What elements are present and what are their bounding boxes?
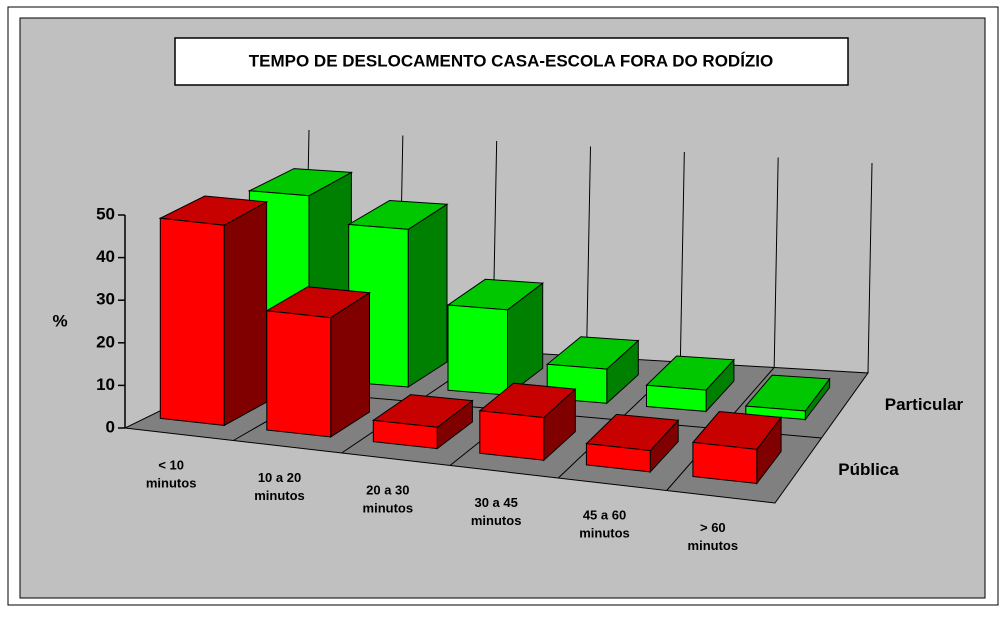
x-tick-label: > 60 minutos bbox=[688, 520, 739, 553]
x-tick-label: < 10 minutos bbox=[146, 458, 197, 491]
x-tick-label-line: minutos bbox=[146, 476, 197, 491]
x-tick-label: 45 a 60 minutos bbox=[579, 508, 630, 541]
bar bbox=[447, 304, 508, 396]
bar bbox=[266, 310, 332, 438]
x-tick-label: 20 a 30 minutos bbox=[363, 483, 414, 516]
y-tick-label: 50 bbox=[96, 204, 115, 223]
bar bbox=[692, 441, 758, 485]
x-tick-label: 10 a 20 minutos bbox=[254, 470, 305, 503]
x-tick-label-line: > 60 bbox=[700, 520, 726, 535]
x-tick-label-line: minutos bbox=[471, 513, 522, 528]
back-wall-line bbox=[867, 162, 873, 374]
x-tick-label-line: 20 a 30 bbox=[366, 483, 409, 498]
x-tick-label: 30 a 45 minutos bbox=[471, 495, 522, 528]
back-wall-line bbox=[679, 151, 685, 363]
x-tick-label-line: minutos bbox=[579, 526, 630, 541]
x-tick-label-line: 30 a 45 bbox=[474, 495, 517, 510]
x-tick-label-line: minutos bbox=[363, 501, 414, 516]
y-axis-label: % bbox=[52, 311, 67, 330]
y-tick-label: 30 bbox=[96, 290, 115, 309]
y-tick-label: 0 bbox=[106, 417, 115, 436]
y-tick-label: 20 bbox=[96, 332, 115, 351]
x-tick-label-line: minutos bbox=[254, 488, 305, 503]
legend-label: Pública bbox=[838, 460, 899, 479]
x-tick-label-line: 45 a 60 bbox=[583, 508, 626, 523]
x-tick-label-line: 10 a 20 bbox=[258, 470, 301, 485]
legend-label: Particular bbox=[885, 395, 964, 414]
y-tick-label: 10 bbox=[96, 375, 115, 394]
back-wall-line bbox=[773, 157, 779, 368]
bar bbox=[159, 217, 225, 426]
bar bbox=[745, 405, 806, 421]
back-wall-line bbox=[586, 146, 591, 357]
bar bbox=[585, 443, 651, 473]
y-tick-label: 40 bbox=[96, 247, 115, 266]
bar bbox=[479, 410, 545, 461]
bar bbox=[372, 419, 438, 450]
chart-title: TEMPO DE DESLOCAMENTO CASA-ESCOLA FORA D… bbox=[249, 51, 774, 70]
bar-side bbox=[223, 201, 268, 427]
bar bbox=[646, 384, 707, 412]
title-box bbox=[174, 37, 849, 86]
x-tick-label-line: minutos bbox=[688, 538, 739, 553]
bar-side bbox=[407, 203, 448, 388]
x-tick-label-line: < 10 bbox=[158, 458, 184, 473]
